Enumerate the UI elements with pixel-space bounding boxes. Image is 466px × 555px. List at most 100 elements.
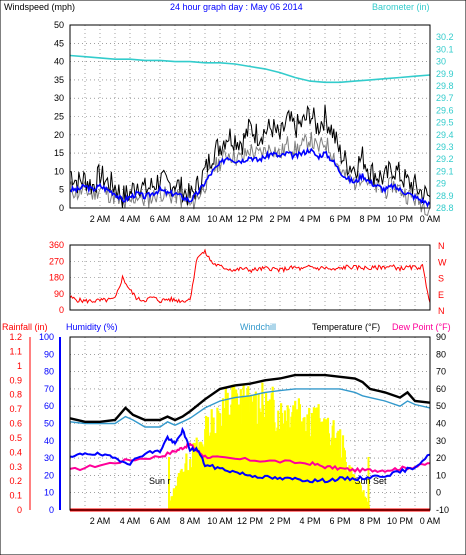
temp-x-tick-label: 6 PM [329, 516, 350, 526]
rain-y-tick-label: 0.2 [9, 476, 22, 486]
temp-y-tick-label: 0 [436, 488, 441, 498]
baro-y-tick-label: 30.1 [436, 44, 454, 54]
dir-y-tick-label: 360 [49, 240, 64, 250]
sunset-label: Sun Set [355, 476, 388, 486]
baro-y-tick-label: 29.8 [436, 81, 454, 91]
baro-y-tick-label: 30 [436, 57, 446, 67]
humidity-y-tick-label: 20 [44, 470, 54, 480]
baro-y-tick-label: 29.4 [436, 130, 454, 140]
graph-title: 24 hour graph day : May 06 2014 [170, 2, 303, 12]
dir-compass-label: N [438, 241, 445, 251]
rainfall-axis-title: Rainfall (in) [2, 322, 48, 332]
barometer-series [69, 54, 431, 84]
temp-y-tick-label: 20 [436, 453, 446, 463]
temperature-humidity-panel: -100102030405060708090010203040506070809… [9, 332, 449, 526]
humidity-y-tick-label: 10 [44, 488, 54, 498]
temp-frame [69, 336, 431, 511]
baro-y-tick-label: 29.5 [436, 118, 454, 128]
wind-frame [69, 24, 431, 209]
rain-y-tick-label: 1.2 [9, 332, 22, 342]
baro-y-tick-label: 29.3 [436, 142, 454, 152]
temp-x-tick-label: 8 PM [359, 516, 380, 526]
windchill-series [69, 388, 431, 428]
rain-y-tick-label: 0.6 [9, 419, 22, 429]
baro-y-tick-label: 30.2 [436, 32, 454, 42]
rain-y-tick-label: 0.9 [9, 375, 22, 385]
humidity-y-tick-label: 60 [44, 401, 54, 411]
temp-x-tick-label: 4 PM [299, 516, 320, 526]
wind-x-tick-label: 2 AM [90, 214, 111, 224]
humidity-y-tick-label: 100 [39, 332, 54, 342]
wind-y-tick-label: 50 [54, 20, 64, 30]
wind-x-tick-label: 2 PM [269, 214, 290, 224]
wind-x-tick-label: 6 PM [329, 214, 350, 224]
baro-y-tick-label: 29.6 [436, 105, 454, 115]
temp-x-tick-label: 2 AM [90, 516, 111, 526]
wind-y-tick-label: 30 [54, 93, 64, 103]
baro-y-tick-label: 29 [436, 179, 446, 189]
baro-y-tick-label: 29.7 [436, 93, 454, 103]
humidity-y-tick-label: 50 [44, 419, 54, 429]
dewpoint-title: Dew Point (°F) [392, 322, 451, 332]
humidity-y-tick-label: 90 [44, 349, 54, 359]
wind-x-tick-label: 10 AM [207, 214, 233, 224]
wind-x-tick-label: 12 PM [237, 214, 263, 224]
rain-y-tick-label: 0.4 [9, 447, 22, 457]
temp-y-tick-label: 90 [436, 332, 446, 342]
dir-compass-label: N [438, 306, 445, 316]
wind-y-tick-label: 5 [59, 185, 64, 195]
dir-y-tick-label: 270 [49, 256, 64, 266]
wind-y-tick-label: 20 [54, 130, 64, 140]
wind-x-tick-label: 8 AM [180, 214, 201, 224]
humidity-y-tick-label: 80 [44, 367, 54, 377]
wind-y-tick-label: 40 [54, 57, 64, 67]
temp-y-tick-label: 80 [436, 349, 446, 359]
wind-y-tick-label: 25 [54, 112, 64, 122]
temperature-series [69, 373, 431, 423]
wind-x-tick-label: 4 PM [299, 214, 320, 224]
temp-x-tick-label: 2 PM [269, 516, 290, 526]
rain-y-tick-label: 0.5 [9, 433, 22, 443]
temp-y-tick-label: 60 [436, 384, 446, 394]
rain-y-tick-label: 1 [17, 361, 22, 371]
dir-y-tick-label: 90 [54, 289, 64, 299]
rain-y-tick-label: 1.1 [9, 346, 22, 356]
rain-y-tick-label: 0.8 [9, 390, 22, 400]
wind-y-tick-label: 35 [54, 75, 64, 85]
rain-y-tick-label: 0.3 [9, 462, 22, 472]
rain-y-tick-label: 0 [17, 505, 22, 515]
wind-axis-title: Windspeed (mph) [4, 2, 75, 12]
baro-y-tick-label: 28.8 [436, 203, 454, 213]
humidity-axis-title: Humidity (%) [66, 322, 118, 332]
temp-x-tick-label: 0 AM [420, 516, 441, 526]
baro-y-tick-label: 29.1 [436, 166, 454, 176]
humidity-y-tick-label: 70 [44, 384, 54, 394]
dir-y-tick-label: 0 [59, 305, 64, 315]
wind-x-tick-label: 0 AM [420, 214, 441, 224]
temp-x-tick-label: 8 AM [180, 516, 201, 526]
wind-x-tick-label: 6 AM [150, 214, 171, 224]
dir-y-tick-label: 180 [49, 273, 64, 283]
wind-barometer-panel: 0 5 10 15 20 25 30 35 40 45 50 28.8 28.9 29 29.1 29.2 29… [54, 20, 454, 224]
dewpoint-series [69, 441, 431, 474]
dir-frame [69, 244, 431, 311]
wind-average-series [69, 147, 431, 208]
temp-y-tick-label: -10 [436, 505, 449, 515]
dir-compass-label: S [438, 274, 444, 284]
humidity-y-tick-label: 0 [49, 505, 54, 515]
temp-x-tick-label: 12 PM [237, 516, 263, 526]
baro-y-tick-label: 29.9 [436, 69, 454, 79]
temp-x-tick-label: 10 AM [207, 516, 233, 526]
dir-compass-label: E [438, 290, 444, 300]
wind-direction-series [69, 248, 431, 305]
temperature-title: Temperature (°F) [312, 322, 380, 332]
temp-y-tick-label: 70 [436, 367, 446, 377]
temp-y-tick-label: 30 [436, 436, 446, 446]
wind-y-tick-label: 45 [54, 38, 64, 48]
wind-x-tick-label: 8 PM [359, 214, 380, 224]
baro-y-tick-label: 29.2 [436, 154, 454, 164]
temp-y-tick-label: 50 [436, 401, 446, 411]
humidity-y-tick-label: 30 [44, 453, 54, 463]
